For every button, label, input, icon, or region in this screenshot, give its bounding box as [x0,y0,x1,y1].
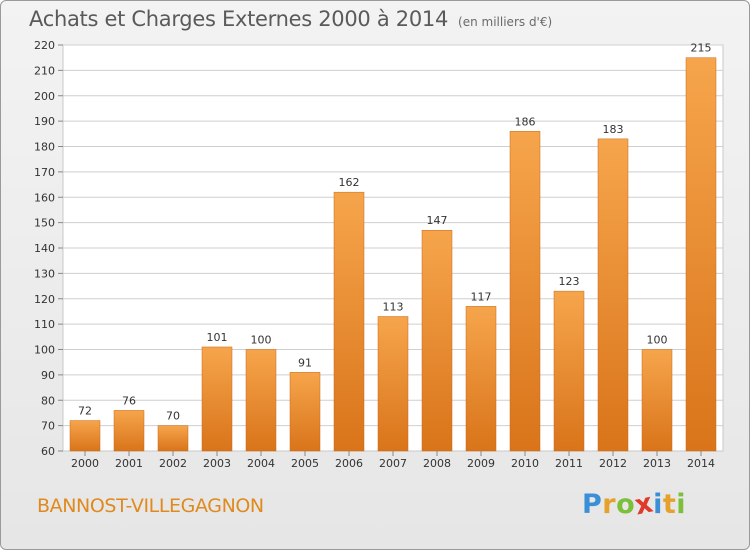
chart-subtitle: (en milliers d'€) [458,15,553,29]
x-tick-label: 2000 [71,457,99,470]
x-tick-label: 2006 [335,457,363,470]
title-text: Achats et Charges Externes 2000 à 2014 [29,7,449,31]
bar-2009 [465,306,497,452]
x-tick-label: 2003 [203,457,231,470]
bar-2004 [245,349,277,452]
logo-letter: P [582,489,603,520]
data-label: 186 [515,115,536,128]
bar-2014 [685,57,717,452]
data-label: 91 [298,356,312,369]
bar-2006 [333,191,365,452]
y-tick-label: 80 [41,394,55,407]
x-tick-label: 2004 [247,457,275,470]
y-axis-ticks: 60 70 80 90 100 110 120 130 140 150 160 170 180 190 20… [34,39,63,458]
bar-2003 [201,346,233,452]
x-tick-label: 2009 [467,457,495,470]
x-tick-label: 2013 [643,457,671,470]
bar-2000 [69,420,101,452]
y-tick-label: 100 [34,344,55,357]
y-tick-label: 200 [34,90,55,103]
x-tick-label: 2010 [511,457,539,470]
y-tick-label: 210 [34,64,55,77]
x-tick-label: 2008 [423,457,451,470]
data-label: 117 [471,290,492,303]
bar-2002 [157,425,189,452]
x-tick-label: 2005 [291,457,319,470]
logo-letter: o [616,489,636,520]
data-label: 147 [427,214,448,227]
y-tick-label: 90 [41,369,55,382]
bar-2011 [553,290,585,452]
logo-letter: r [602,489,617,520]
x-axis-ticks: 2000 2001 2002 2003 2004 2005 2006 2007 2008 2009… [71,451,715,470]
y-tick-label: 60 [41,445,55,458]
x-tick-label: 2007 [379,457,407,470]
data-label: 100 [647,334,668,347]
x-tick-label: 2002 [159,457,187,470]
bar-2001 [113,410,145,452]
logo-letter: t [662,489,677,520]
proxiti-logo[interactable]: Proxiti [582,487,687,521]
y-tick-label: 130 [34,267,55,280]
data-label: 70 [166,410,180,423]
data-labels: 72 76 70 101 100 91 162 113 147 117 186 123 183 100 21… [78,42,712,423]
y-tick-label: 190 [34,115,55,128]
bar-2010 [509,131,541,452]
bar-2007 [377,316,409,452]
data-label: 101 [207,331,228,344]
commune-name: BANNOST-VILLEGAGNON [37,495,264,517]
x-tick-label: 2011 [555,457,583,470]
bars [69,57,717,452]
y-tick-label: 220 [34,39,55,52]
x-tick-label: 2001 [115,457,143,470]
y-tick-label: 110 [34,318,55,331]
logo-letter: i [653,489,663,520]
data-label: 123 [559,275,580,288]
y-tick-label: 170 [34,166,55,179]
data-label: 113 [383,301,404,314]
data-label: 162 [339,176,360,189]
y-tick-label: 150 [34,217,55,230]
bar-2005 [289,372,321,452]
y-tick-label: 120 [34,293,55,306]
y-tick-label: 140 [34,242,55,255]
logo-letter: i [676,489,687,520]
bar-2013 [641,349,673,452]
bar-2008 [421,229,453,452]
data-label: 183 [603,123,624,136]
y-tick-label: 180 [34,141,55,154]
bar-2012 [597,138,629,452]
data-label: 72 [78,405,92,418]
data-label: 76 [122,394,136,407]
chart-title: Achats et Charges Externes 2000 à 2014 (e… [29,7,552,31]
y-tick-label: 160 [34,191,55,204]
data-label: 215 [691,42,712,55]
data-label: 100 [251,334,272,347]
x-tick-label: 2012 [599,457,627,470]
y-tick-label: 70 [41,420,55,433]
x-tick-label: 2014 [687,457,715,470]
